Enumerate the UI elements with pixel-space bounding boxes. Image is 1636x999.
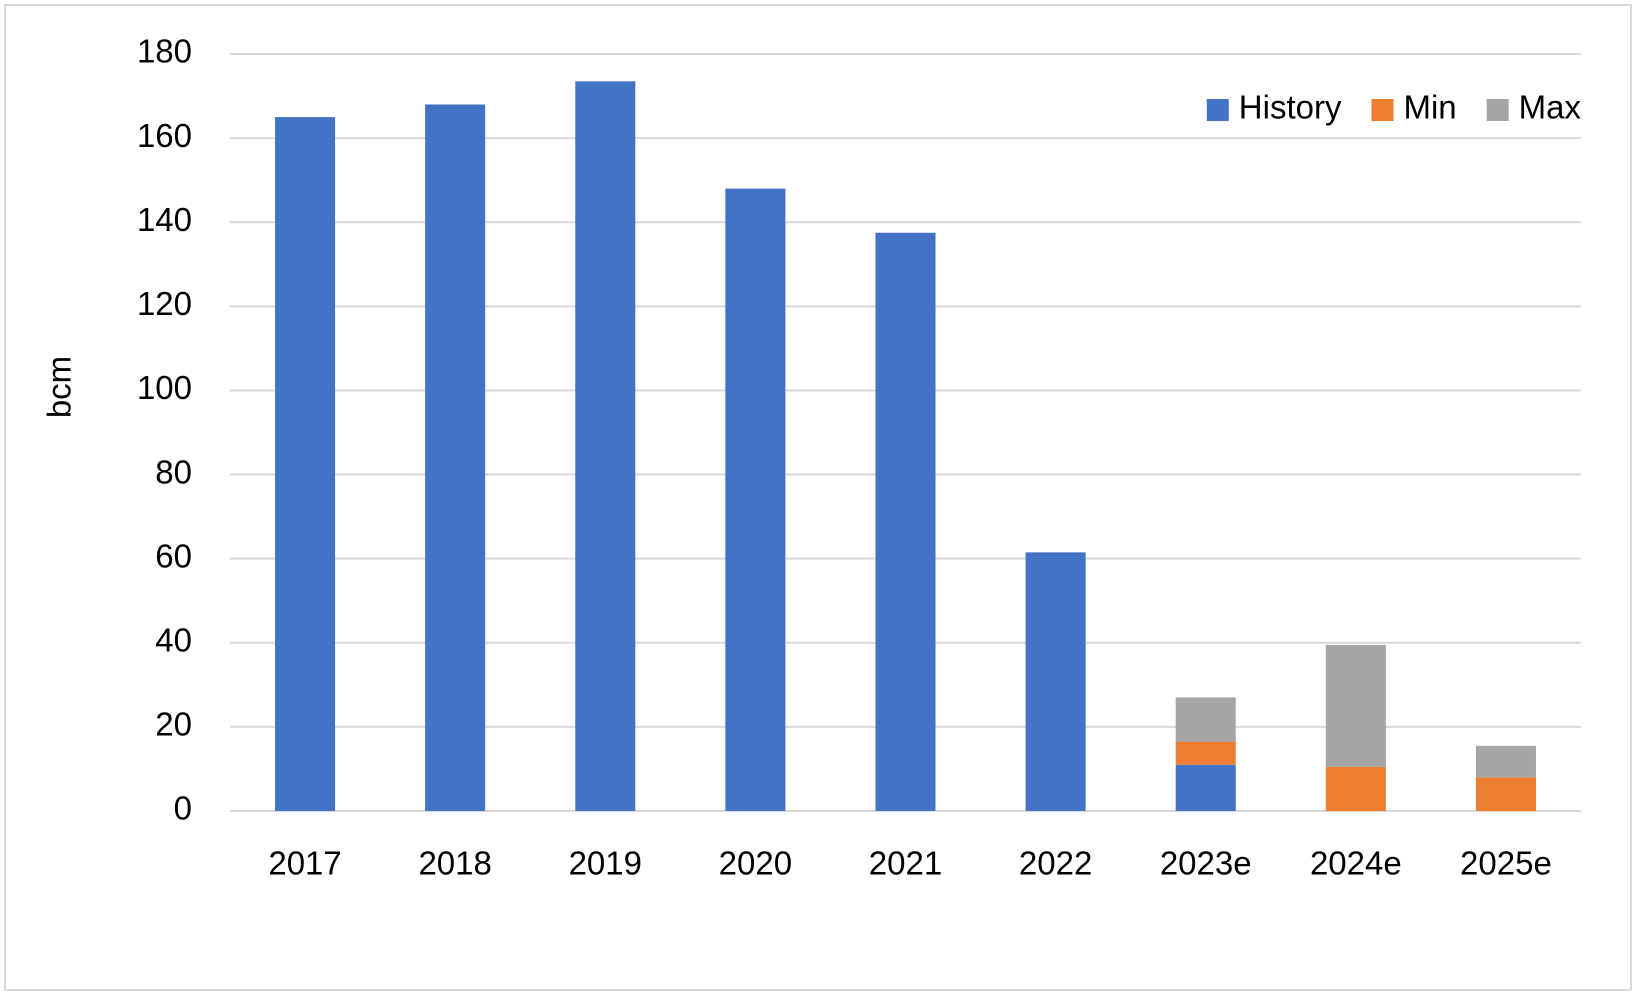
x-tick-label: 2017 [268,845,341,882]
chart-frame [4,4,1632,991]
bar-segment [1025,552,1086,811]
bar-segment [1325,644,1386,767]
bar-segment [575,81,636,811]
y-tick-label: 60 [155,537,192,574]
legend-swatch [1486,99,1509,121]
bar-segment [425,104,486,811]
y-axis-label: bcm [41,356,78,418]
legend-label: History [1239,89,1342,126]
y-tick-label: 140 [137,201,192,238]
bar-segment [1175,741,1236,765]
y-tick-label: 20 [155,706,192,743]
x-tick-label: 2022 [1019,845,1092,882]
x-tick-label: 2020 [719,845,792,882]
bar-segment [275,117,336,812]
bar-segment [725,188,786,812]
legend-swatch [1206,99,1229,121]
bar-segment [1475,777,1536,811]
bar-segment [1175,764,1236,811]
legend-label: Min [1403,89,1456,126]
legend-label: Max [1519,89,1582,126]
x-tick-label: 2019 [569,845,642,882]
x-tick-label: 2021 [869,845,942,882]
y-tick-label: 120 [137,285,192,322]
x-tick-label: 2025e [1460,845,1552,882]
bar-segment [1325,766,1386,811]
y-tick-label: 160 [137,117,192,154]
bar-segment [1475,745,1536,778]
legend-swatch [1371,99,1394,121]
bar-segment [875,232,936,812]
y-tick-label: 80 [155,453,192,490]
x-tick-label: 2023e [1160,845,1252,882]
bar-segment [1175,697,1236,742]
y-tick-label: 0 [174,790,192,827]
x-tick-label: 2018 [418,845,491,882]
y-tick-label: 180 [137,33,192,70]
y-tick-label: 100 [137,369,192,406]
y-tick-label: 40 [155,621,192,658]
x-tick-label: 2024e [1310,845,1402,882]
